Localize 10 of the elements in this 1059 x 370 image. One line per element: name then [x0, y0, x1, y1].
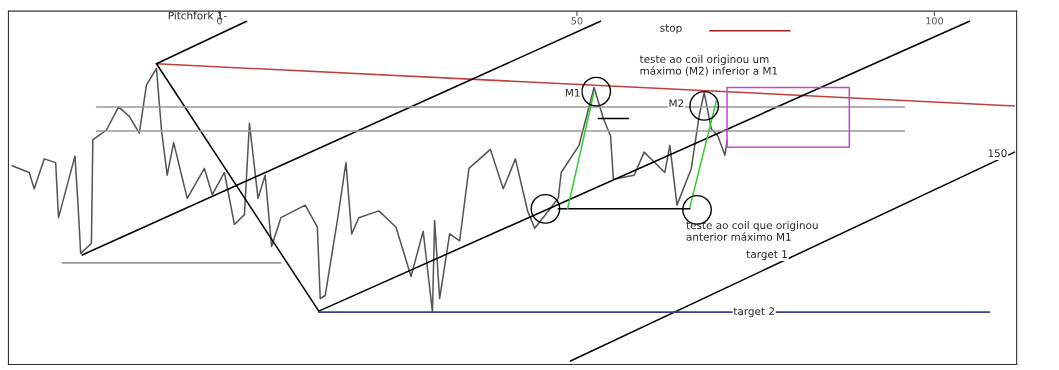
annotation: teste ao coil que originou anterior máximo M1	[686, 221, 818, 241]
annotation: teste ao coil originou um máximo (M2) inferior a M1	[639, 55, 778, 76]
annotation: target 1	[746, 250, 787, 261]
x-tick-label: 50	[571, 17, 583, 25]
annotation: M2	[669, 99, 684, 108]
annotation: M1	[565, 88, 580, 97]
x-tick-label: 100	[926, 17, 944, 25]
annotation: 150	[988, 149, 1007, 158]
annotation: target 2	[733, 307, 774, 318]
annotation: stop	[660, 24, 682, 34]
